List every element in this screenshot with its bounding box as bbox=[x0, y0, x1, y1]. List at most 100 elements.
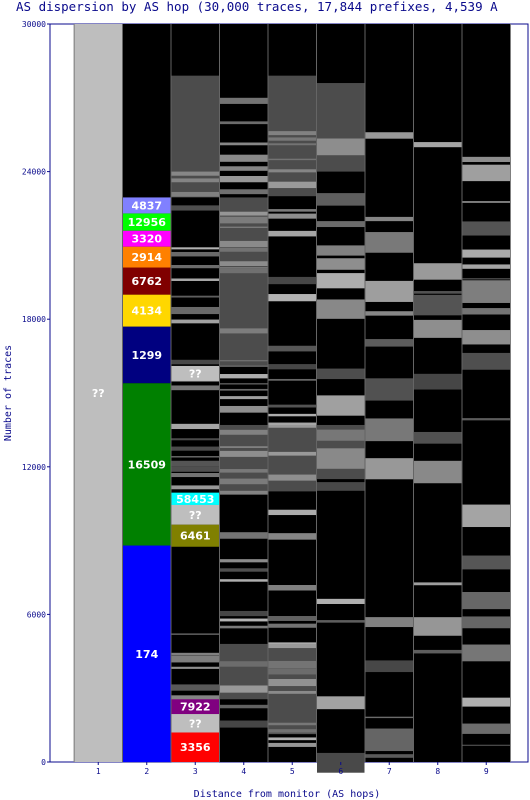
dispersion-sliver bbox=[317, 620, 365, 623]
dispersion-sliver bbox=[171, 319, 219, 324]
x-tick-label: 9 bbox=[484, 767, 489, 776]
segment-2-8 bbox=[123, 213, 171, 231]
dispersion-sliver bbox=[365, 728, 413, 752]
segment-3-14 bbox=[171, 504, 219, 525]
dispersion-sliver bbox=[365, 754, 413, 758]
dispersion-sliver bbox=[317, 258, 365, 270]
dispersion-sliver bbox=[414, 617, 462, 636]
dispersion-sliver bbox=[171, 205, 219, 211]
dispersion-sliver bbox=[220, 374, 268, 379]
dispersion-sliver bbox=[171, 633, 219, 635]
dispersion-sliver bbox=[365, 716, 413, 719]
x-tick-label: 8 bbox=[435, 767, 440, 776]
segment-1-0 bbox=[74, 24, 122, 762]
dispersion-sliver bbox=[462, 616, 510, 629]
dispersion-sliver bbox=[268, 737, 316, 741]
segment-2-4 bbox=[123, 294, 171, 327]
dispersion-sliver bbox=[414, 142, 462, 148]
dispersion-sliver bbox=[462, 418, 510, 421]
dispersion-sliver bbox=[462, 156, 510, 163]
plot-area: ??17416509129941346762291433201295648373… bbox=[49, 23, 529, 773]
x-tick-label: 4 bbox=[241, 767, 246, 776]
dispersion-sliver bbox=[171, 456, 219, 458]
dispersion-sliver bbox=[171, 666, 219, 669]
segment-2-9 bbox=[123, 197, 171, 214]
dispersion-sliver bbox=[268, 616, 316, 621]
dispersion-sliver bbox=[365, 617, 413, 628]
x-tick-label: 3 bbox=[193, 767, 198, 776]
dispersion-block bbox=[268, 75, 316, 197]
segment-2-6 bbox=[123, 246, 171, 268]
dispersion-sliver bbox=[462, 278, 510, 280]
dispersion-sliver bbox=[317, 245, 365, 256]
dispersion-sliver bbox=[171, 473, 219, 478]
dispersion-sliver bbox=[268, 230, 316, 237]
dispersion-sliver bbox=[171, 460, 219, 467]
dispersion-sliver bbox=[220, 189, 268, 195]
y-tick-label: 24000 bbox=[22, 168, 46, 177]
y-tick-label: 0 bbox=[41, 758, 46, 767]
dispersion-block bbox=[220, 197, 268, 366]
segment-label-2-1: 174 bbox=[135, 648, 158, 661]
dispersion-block bbox=[268, 424, 316, 492]
dispersion-block bbox=[220, 643, 268, 700]
dispersion-sliver bbox=[220, 121, 268, 125]
dispersion-sliver bbox=[268, 213, 316, 219]
segment-label-2-2: 16509 bbox=[128, 458, 166, 471]
segment-label-2-6: 2914 bbox=[131, 251, 162, 264]
segment-label-2-5: 6762 bbox=[131, 275, 162, 288]
dispersion-sliver bbox=[317, 395, 365, 416]
dispersion-sliver bbox=[220, 610, 268, 617]
y-tick-label: 6000 bbox=[27, 610, 46, 619]
dispersion-sliver bbox=[171, 485, 219, 490]
segment-label-3-15: 58453 bbox=[176, 493, 214, 506]
dispersion-sliver bbox=[171, 295, 219, 298]
dispersion-sliver bbox=[220, 568, 268, 572]
segment-label-2-9: 4837 bbox=[131, 199, 162, 212]
dispersion-sliver bbox=[317, 221, 365, 228]
dispersion-sliver bbox=[365, 378, 413, 401]
dispersion-sliver bbox=[414, 582, 462, 586]
dispersion-sliver bbox=[220, 175, 268, 183]
dispersion-sliver bbox=[220, 490, 268, 495]
chart-title: AS dispersion by AS hop (30,000 traces, … bbox=[16, 0, 498, 14]
segment-label-2-4: 4134 bbox=[131, 305, 162, 318]
dispersion-sliver bbox=[220, 405, 268, 413]
x-tick-label: 1 bbox=[96, 767, 101, 776]
dispersion-sliver bbox=[171, 278, 219, 281]
dispersion-sliver bbox=[268, 413, 316, 417]
dispersion-sliver bbox=[171, 264, 219, 269]
dispersion-sliver bbox=[220, 166, 268, 171]
dispersion-sliver bbox=[220, 142, 268, 146]
dispersion-sliver bbox=[365, 660, 413, 673]
dispersion-sliver bbox=[462, 249, 510, 258]
dispersion-sliver bbox=[220, 383, 268, 385]
y-tick-label: 12000 bbox=[22, 463, 46, 472]
dispersion-sliver bbox=[462, 201, 510, 203]
dispersion-sliver bbox=[365, 418, 413, 442]
dispersion-sliver bbox=[268, 364, 316, 370]
dispersion-sliver bbox=[462, 644, 510, 662]
segment-label-2-8: 12956 bbox=[128, 216, 167, 229]
y-tick-label: 30000 bbox=[22, 20, 46, 29]
dispersion-sliver bbox=[220, 396, 268, 400]
dispersion-sliver bbox=[171, 247, 219, 250]
dispersion-sliver bbox=[317, 299, 365, 319]
dispersion-sliver bbox=[171, 306, 219, 315]
dispersion-sliver bbox=[462, 592, 510, 610]
dispersion-sliver bbox=[220, 559, 268, 563]
y-axis: 0 6000 12000 18000 24000 30000 bbox=[22, 20, 50, 767]
segment-3-12 bbox=[171, 699, 219, 715]
dispersion-sliver bbox=[365, 311, 413, 316]
x-tick-label: 5 bbox=[290, 767, 295, 776]
segment-2-1 bbox=[123, 545, 171, 762]
dispersion-sliver bbox=[365, 132, 413, 139]
dispersion-sliver bbox=[414, 373, 462, 390]
segment-2-5 bbox=[123, 267, 171, 295]
dispersion-sliver bbox=[462, 504, 510, 528]
dispersion-sliver bbox=[462, 723, 510, 734]
segment-3-15 bbox=[171, 492, 219, 505]
dispersion-sliver bbox=[268, 742, 316, 747]
dispersion-sliver bbox=[462, 330, 510, 345]
segment-2-2 bbox=[123, 383, 171, 546]
